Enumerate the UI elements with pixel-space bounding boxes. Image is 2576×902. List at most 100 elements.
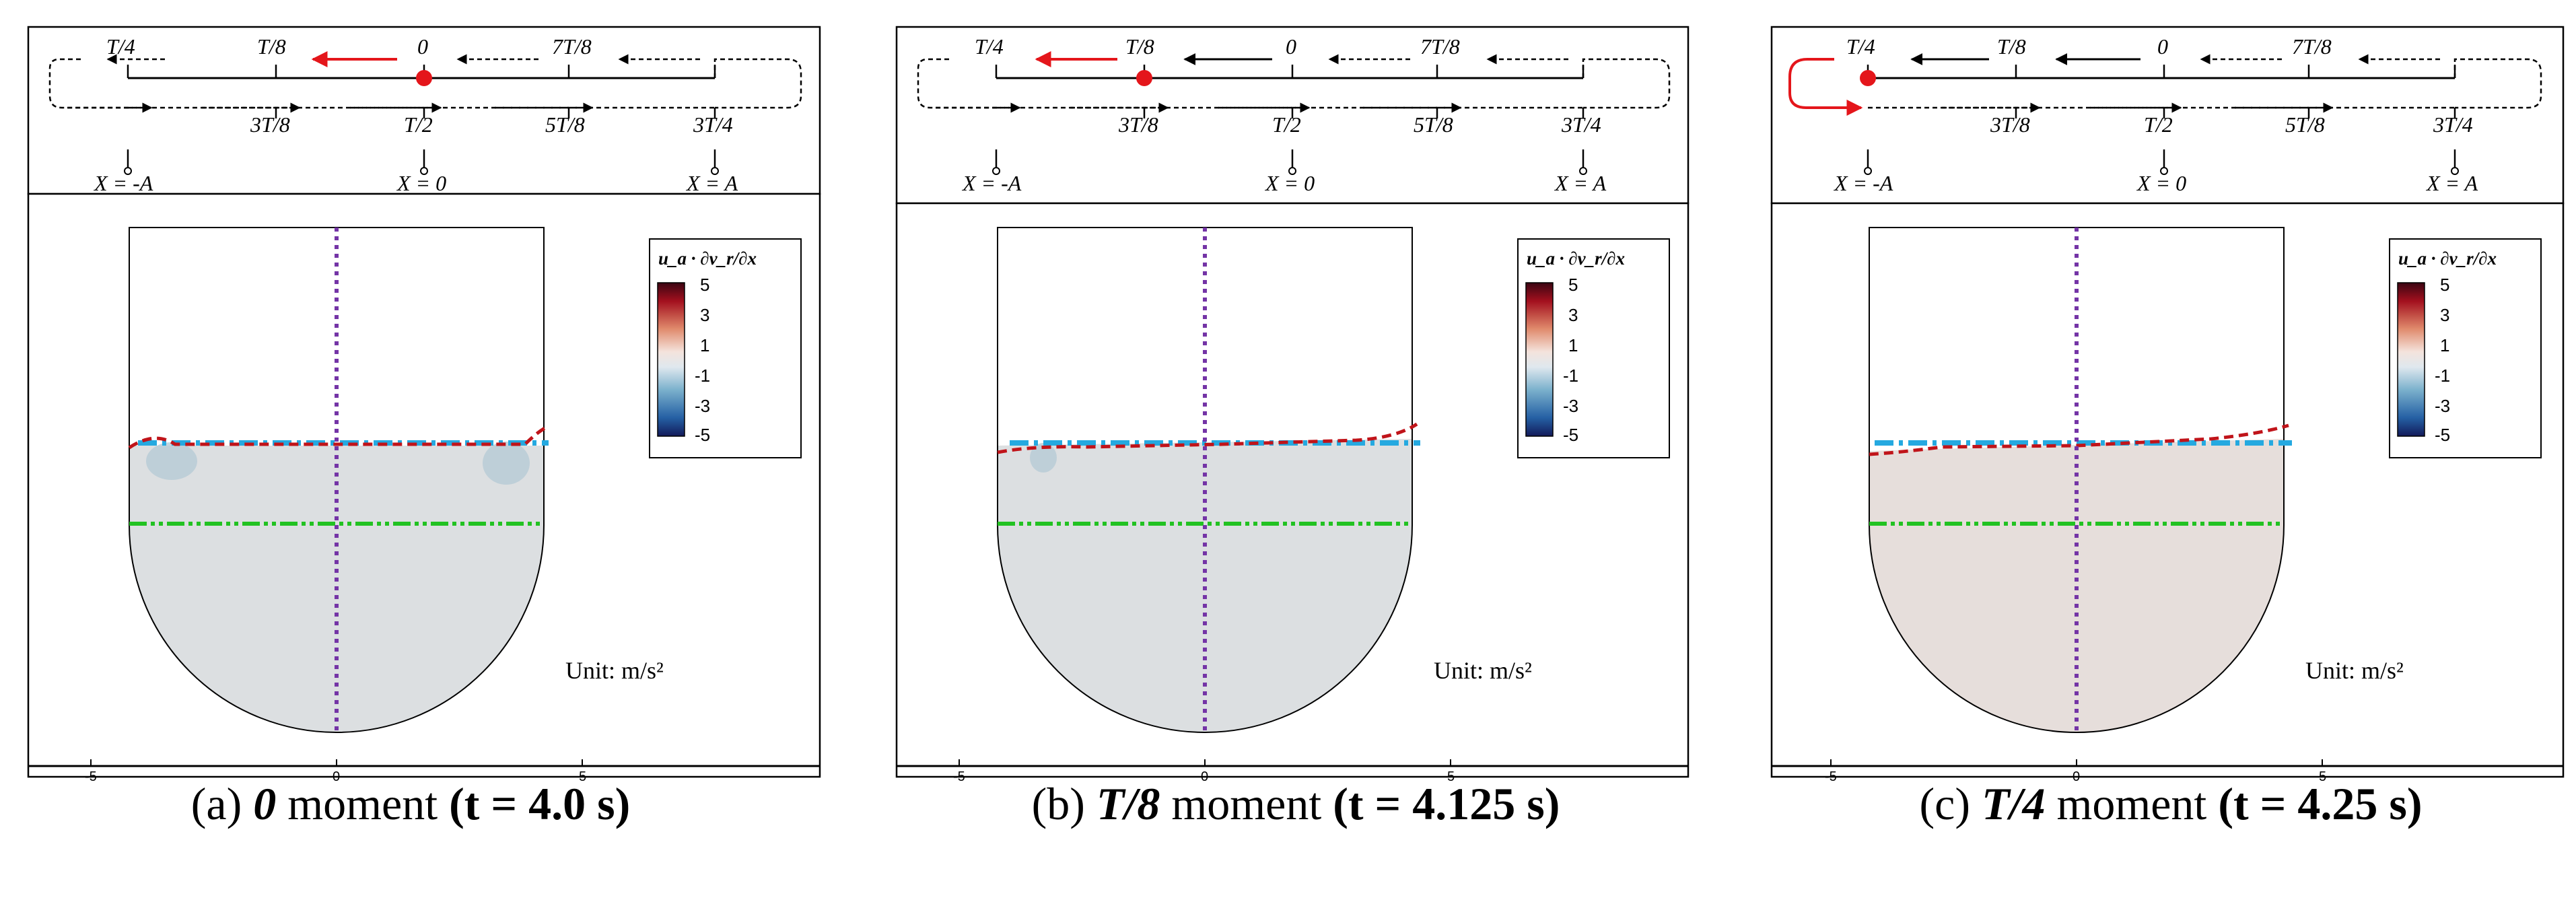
left-return-loop (48, 58, 128, 109)
label-x-minus-a: X = -A (961, 171, 1022, 195)
panel-b: T/4 T/8 0 7T/8 3T/8 T/2 5T/8 3T/4 X = -A… (885, 0, 1693, 902)
axis-tick-label: -5 (85, 769, 97, 784)
label-x-a: X = A (685, 171, 738, 195)
legend-tick: 1 (1568, 335, 1578, 355)
label-3t8: 3T/8 (1990, 112, 2030, 137)
pin-icon (1864, 149, 1872, 175)
label-7t8: 7T/8 (1420, 34, 1460, 59)
unit-label: Unit: m/s² (1434, 657, 1532, 684)
panel-c-figure: T/4 T/8 0 7T/8 3T/8 T/2 5T/8 3T/4 X = -A… (1770, 26, 2565, 784)
label-t8: T/8 (1125, 34, 1154, 59)
label-7t8: 7T/8 (2292, 34, 2332, 59)
label-t4: T/4 (1846, 34, 1875, 59)
panel-a-figure: T/4 T/8 0 7T/8 3T/8 T/2 5T/8 3T/4 X = -A… (27, 26, 821, 784)
label-5t8: 5T/8 (1414, 112, 1453, 137)
legend-tick: -3 (695, 396, 710, 416)
label-0: 0 (1286, 34, 1296, 59)
label-5t8: 5T/8 (2285, 112, 2325, 137)
pin-icon (992, 149, 1000, 175)
vortex-patch (146, 442, 197, 480)
legend-tick: -5 (695, 425, 710, 445)
label-0: 0 (2157, 34, 2168, 59)
legend-tick: 3 (700, 305, 709, 325)
position-marker (416, 70, 432, 86)
legend-tick: 5 (1568, 275, 1578, 295)
axis-tick-label: 5 (579, 769, 586, 784)
vortex-patch (483, 442, 530, 485)
legend-tick: 1 (700, 335, 709, 355)
label-x-a: X = A (1554, 171, 1607, 195)
label-3t4: 3T/4 (1561, 112, 1601, 137)
colorbar (657, 282, 685, 437)
legend-tick: 1 (2440, 335, 2449, 355)
colorbar (1525, 282, 1554, 437)
axis-tick-label: 0 (1201, 769, 1208, 784)
free-surface-line (128, 424, 550, 450)
label-5t8: 5T/8 (545, 112, 585, 137)
pin-icon (124, 149, 132, 175)
label-x-zero: X = 0 (2136, 171, 2186, 195)
legend-title: u_a · ∂v_r/∂x (2398, 248, 2497, 269)
left-return-loop (917, 58, 996, 109)
vortex-patch (1030, 443, 1057, 473)
right-return-loop (1582, 58, 1671, 109)
legend-title: u_a · ∂v_r/∂x (658, 248, 757, 269)
panel-caption: (a) 0 moment (t = 4.0 s) (190, 778, 631, 829)
panel-c: T/4 T/8 0 7T/8 3T/8 T/2 5T/8 3T/4 X = -A… (1767, 0, 2575, 902)
legend-tick: 3 (1568, 305, 1578, 325)
panel-caption: (c) T/4 moment (t = 4.25 s) (1919, 778, 2423, 829)
label-3t4: 3T/4 (693, 112, 733, 137)
label-t4: T/4 (106, 34, 135, 59)
axis-tick-label: 5 (2319, 769, 2326, 784)
legend-title: u_a · ∂v_r/∂x (1527, 248, 1625, 269)
label-t8: T/8 (1997, 34, 2026, 59)
legend-tick: 5 (700, 275, 709, 295)
position-marker (1136, 70, 1152, 86)
label-t2: T/2 (1272, 112, 1301, 137)
pin-icon (1288, 149, 1296, 175)
tank-wall (997, 227, 1413, 733)
legend-tick: -5 (1563, 425, 1578, 445)
tank-fluid (1869, 439, 2284, 732)
unit-label: Unit: m/s² (565, 657, 664, 684)
pin-icon (2451, 149, 2459, 175)
label-3t4: 3T/4 (2433, 112, 2473, 137)
label-3t8: 3T/8 (250, 112, 290, 137)
legend-tick: -1 (695, 366, 710, 386)
label-t2: T/2 (404, 112, 433, 137)
label-3t8: 3T/8 (1118, 112, 1158, 137)
legend-tick: -3 (2435, 396, 2450, 416)
pin-icon (1579, 149, 1587, 175)
legend-tick: -5 (2435, 425, 2450, 445)
tank-wall (1869, 227, 2285, 733)
legend-tick: -1 (1563, 366, 1578, 386)
label-t4: T/4 (975, 34, 1004, 59)
label-x-zero: X = 0 (1264, 171, 1315, 195)
legend-tick: 5 (2440, 275, 2449, 295)
axis-tick-label: -5 (1825, 769, 1837, 784)
panel-a: T/4 T/8 0 7T/8 3T/8 T/2 5T/8 3T/4 X = -A… (0, 0, 821, 902)
label-0: 0 (417, 34, 428, 59)
free-surface-line (1869, 423, 2289, 456)
axis-tick-label: 5 (1447, 769, 1455, 784)
label-x-a: X = A (2425, 171, 2478, 195)
position-marker (1860, 70, 1876, 86)
motion-schematic-box (1770, 26, 2565, 205)
right-return-loop (713, 58, 802, 109)
legend-tick: -3 (1563, 396, 1578, 416)
label-x-zero: X = 0 (396, 171, 446, 195)
panel-caption: (b) T/8 moment (t = 4.125 s) (1031, 778, 1560, 829)
legend-tick: -1 (2435, 366, 2450, 386)
pin-icon (420, 149, 428, 175)
axis-tick-label: -5 (953, 769, 965, 784)
axis-tick-label: 0 (2073, 769, 2080, 784)
tank-fluid (998, 439, 1412, 732)
label-7t8: 7T/8 (552, 34, 592, 59)
free-surface-line (997, 422, 1418, 454)
right-return-loop (2453, 58, 2542, 109)
label-t2: T/2 (2144, 112, 2173, 137)
label-t8: T/8 (257, 34, 286, 59)
pin-icon (711, 149, 719, 175)
pin-icon (2160, 149, 2168, 175)
axis-tick-label: 0 (333, 769, 340, 784)
